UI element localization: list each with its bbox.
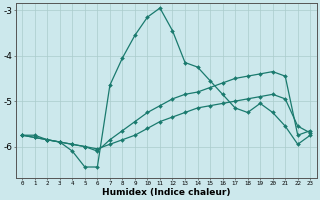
- X-axis label: Humidex (Indice chaleur): Humidex (Indice chaleur): [102, 188, 230, 197]
